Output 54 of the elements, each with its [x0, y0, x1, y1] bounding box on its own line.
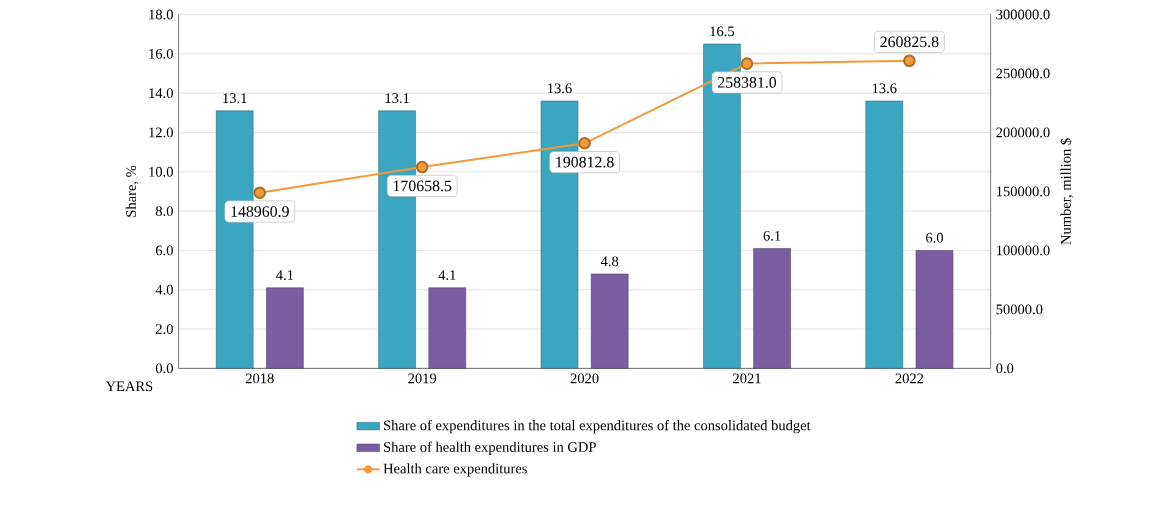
y-tick-label: 10.0 [149, 166, 173, 177]
y-tick-label: 12.0 [149, 127, 173, 138]
y2-tick-label: 100000.0 [996, 245, 1050, 256]
point [740, 57, 754, 70]
legend-label: Share of expenditures in the total expenditures of the consolidated budget [384, 419, 811, 434]
y-tick-label: 14.0 [149, 88, 173, 99]
y-tick-label: 6.0 [155, 245, 173, 256]
y2-tick-label: 300000.0 [996, 9, 1050, 20]
data-label: 260825.8 [880, 36, 939, 48]
y-tick-label: 4.0 [155, 284, 173, 295]
legend-label: Share of health expenditures in GDP [384, 441, 596, 455]
y2-tick-label: 150000.0 [996, 186, 1050, 197]
point [415, 160, 429, 174]
y-tick-label: 0.0 [155, 363, 173, 374]
data-label: 16.5 [710, 26, 735, 37]
y-tick-label: 18.0 [149, 9, 173, 20]
legend-label: Health care expenditures [383, 463, 527, 477]
y-tick-label: 16.0 [149, 48, 173, 59]
point [578, 137, 591, 150]
point [253, 186, 267, 199]
data-label: 13.6 [548, 83, 572, 94]
bar [865, 100, 904, 369]
y-tick-label: 2.0 [155, 324, 173, 334]
data-label: 13.1 [385, 93, 409, 104]
y2-tick-label: 0.0 [996, 363, 1014, 374]
data-label: 190812.8 [556, 156, 614, 168]
data-label: 4.8 [600, 256, 619, 267]
x-tick-label: 2018 [245, 373, 274, 384]
bar [590, 273, 629, 369]
y2-axis-title: Number, million $ [1060, 138, 1073, 245]
data-label: 4.1 [438, 270, 456, 281]
bar [753, 248, 791, 369]
y2-tick-label: 200000.0 [996, 127, 1050, 138]
x-tick-label: 2022 [895, 373, 924, 384]
data-label: 4.1 [276, 270, 294, 281]
x-tick-label: 2019 [408, 373, 437, 384]
data-label: 148960.9 [231, 206, 289, 217]
y-axis-title: Share, % [125, 165, 139, 217]
data-label: 13.6 [872, 83, 897, 94]
point [903, 54, 916, 68]
data-label: 170658.5 [393, 180, 452, 192]
data-label: 6.0 [926, 232, 944, 243]
x-tick-label: 2021 [733, 373, 761, 384]
y-tick-label: 8.0 [155, 206, 173, 217]
x-axis-title: YEARS [105, 381, 153, 392]
y2-tick-label: 50000.0 [996, 304, 1043, 315]
bar [915, 250, 954, 369]
x-tick-label: 2020 [570, 373, 599, 384]
y2-tick-label: 250000.0 [996, 68, 1050, 79]
data-label: 6.1 [763, 230, 781, 241]
bar [266, 287, 304, 369]
data-label: 13.1 [223, 93, 247, 104]
bar [428, 287, 467, 369]
data-label: 258381.0 [717, 77, 777, 88]
